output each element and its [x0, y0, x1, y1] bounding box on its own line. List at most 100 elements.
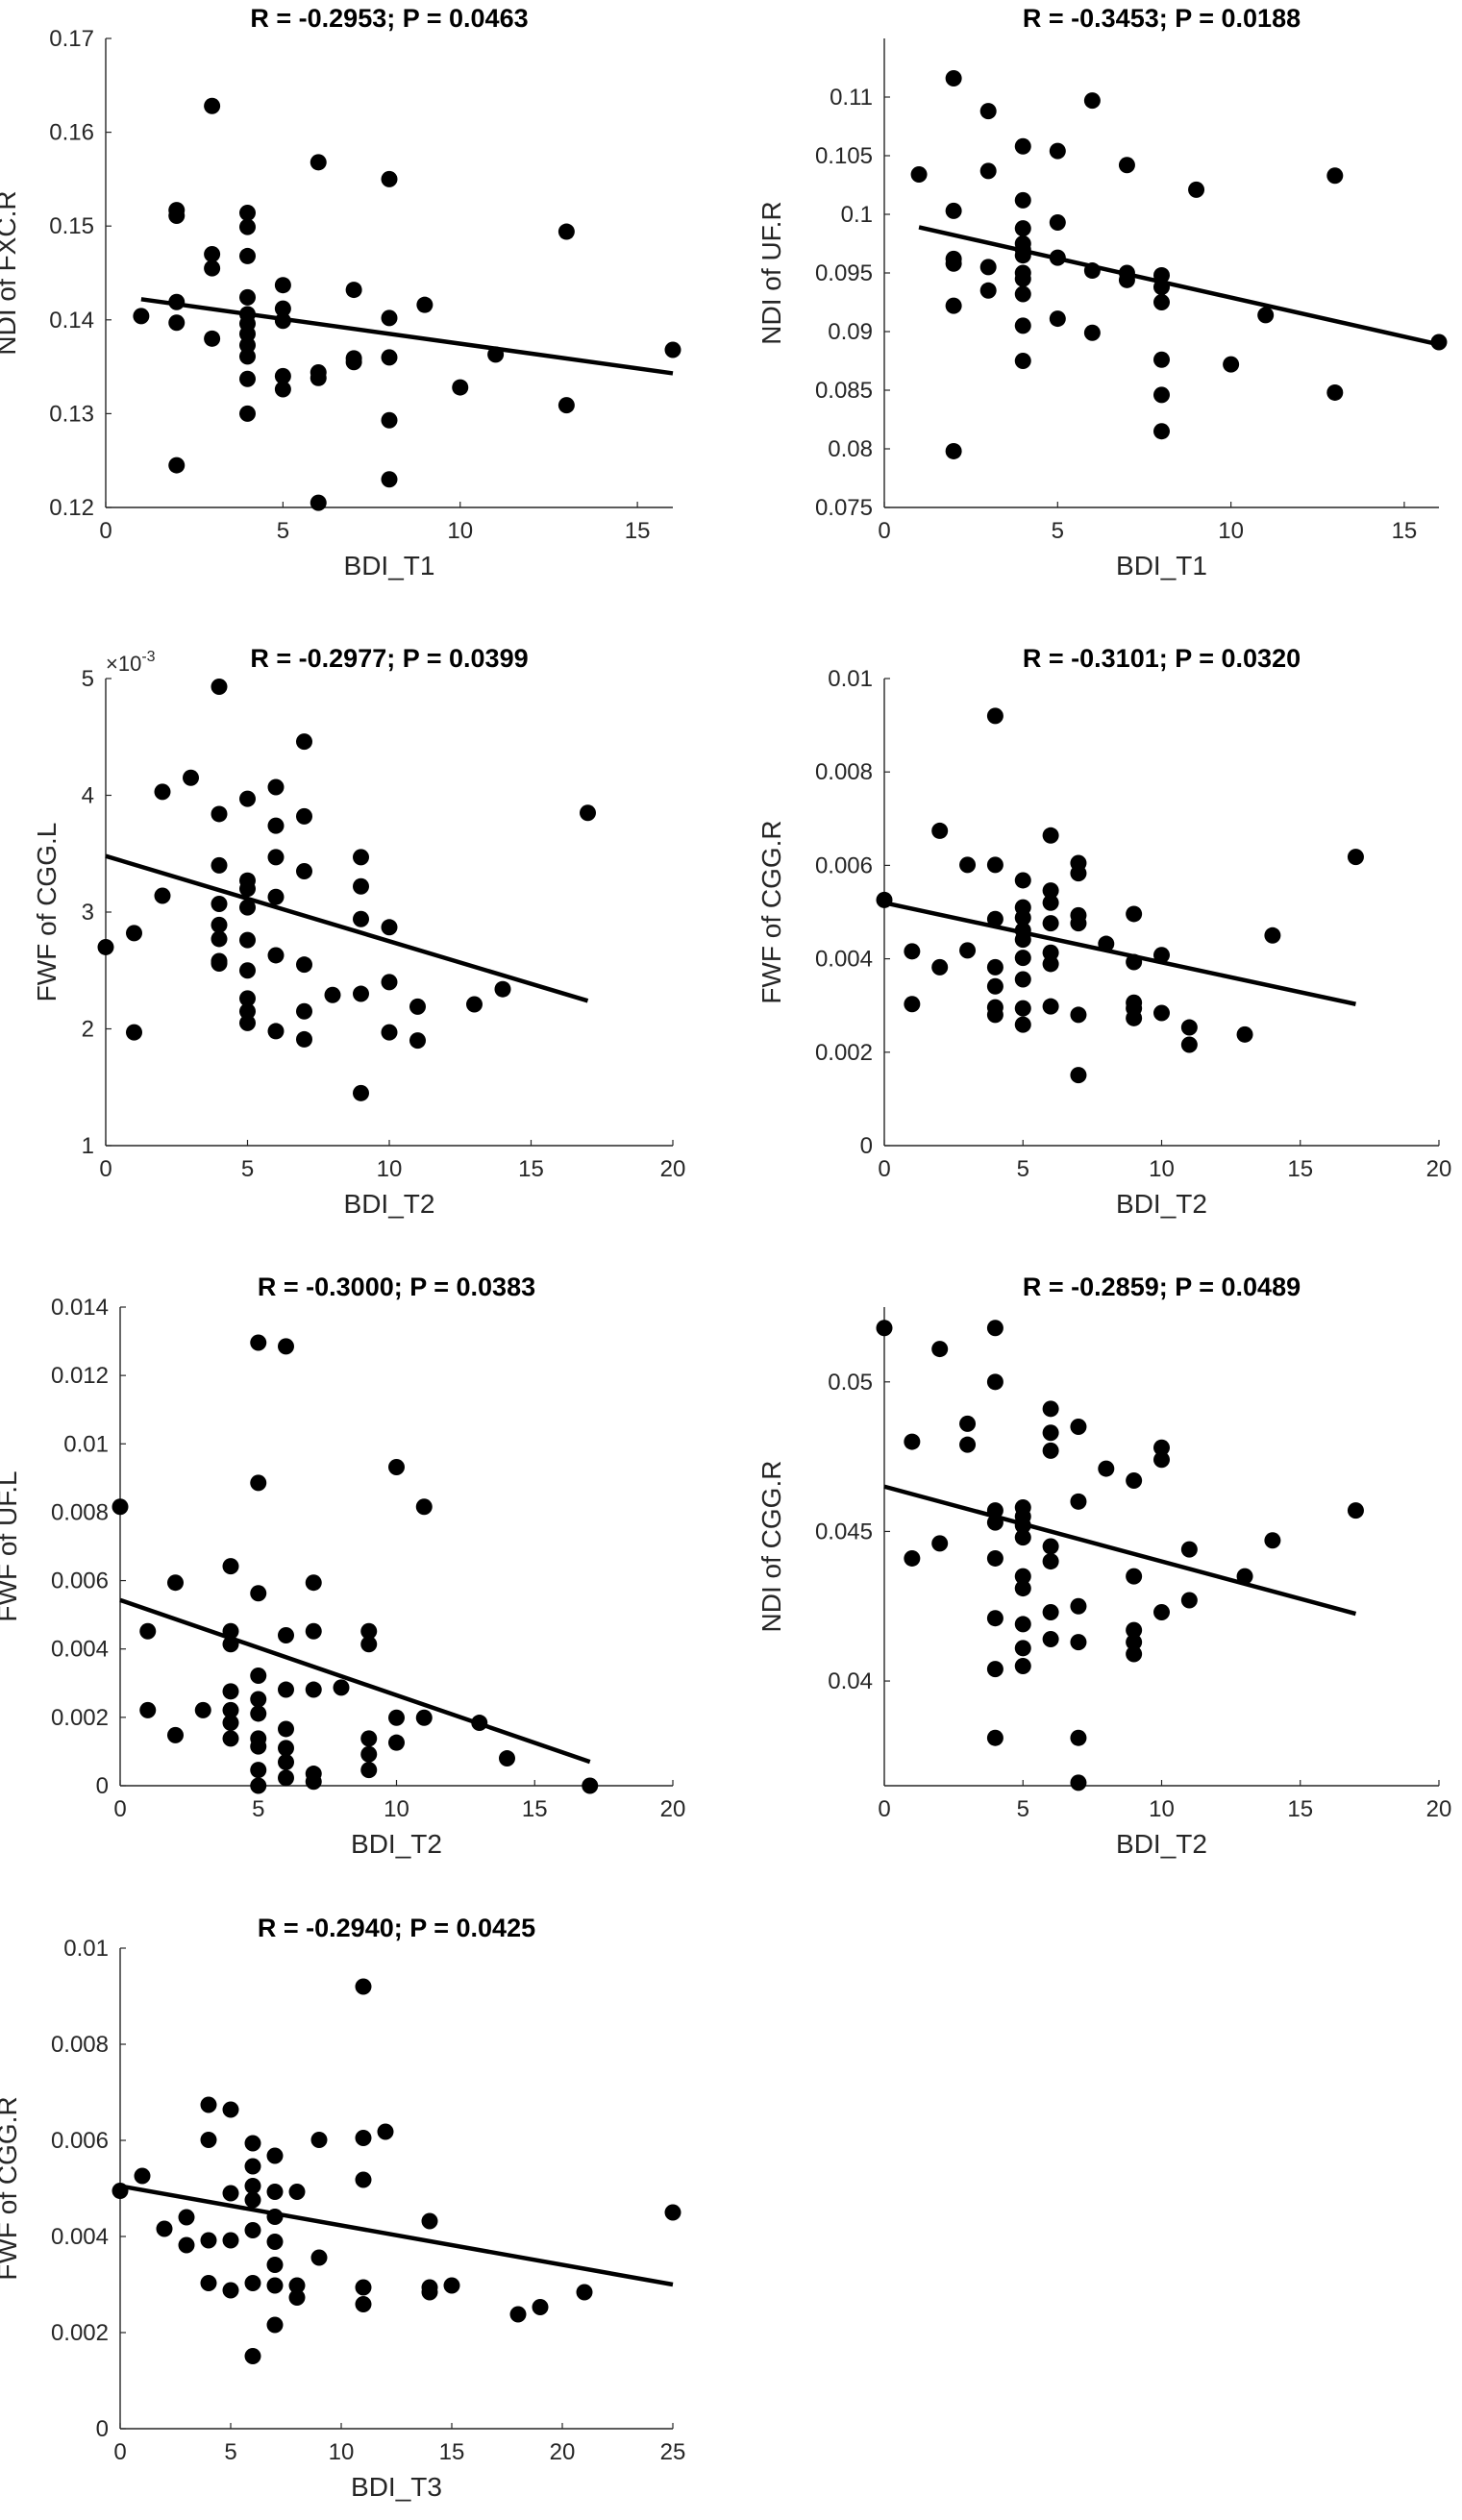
chart-5-point: [305, 1622, 322, 1640]
chart-4-point: [1014, 909, 1031, 926]
chart-6-point: [1180, 1541, 1198, 1558]
chart-7-point: [310, 2132, 328, 2148]
chart-1-point: [345, 282, 362, 299]
chart-6-point: [1070, 1634, 1087, 1651]
chart-5-y-tick-label: 0.008: [51, 1499, 109, 1525]
chart-1-point: [133, 308, 150, 325]
chart-6-point: [986, 1729, 1004, 1746]
chart-1-point: [381, 471, 398, 488]
chart-3-point: [267, 849, 285, 866]
chart-3-x-tick-label: 10: [377, 1156, 403, 1182]
chart-6-point: [931, 1535, 949, 1552]
chart-1-point: [239, 247, 256, 264]
chart-7-point: [355, 2130, 372, 2146]
chart-2-y-tick-label: 0.075: [815, 495, 873, 521]
chart-1-x-tick-label: 5: [277, 518, 289, 544]
chart-2-point: [979, 103, 997, 120]
chart-3-point: [239, 790, 256, 807]
chart-4-point: [931, 958, 949, 976]
chart-1-point: [274, 381, 291, 398]
chart-5-point: [250, 1474, 267, 1492]
chart-7-y-tick-label: 0.002: [51, 2320, 109, 2346]
chart-1-point: [204, 97, 221, 114]
chart-5-point: [333, 1679, 350, 1696]
chart-5-x-tick-label: 15: [522, 1796, 548, 1822]
chart-2-point: [1153, 386, 1170, 404]
chart-5-point: [305, 1681, 322, 1698]
chart-3-point: [353, 1084, 369, 1101]
chart-6-point: [931, 1341, 949, 1358]
chart-2-point: [1014, 191, 1031, 209]
chart-7-point: [310, 2249, 328, 2266]
chart-6-point: [1236, 1568, 1253, 1585]
chart-3-point: [239, 990, 256, 1007]
chart-7-point: [288, 2289, 306, 2306]
chart-7-point: [266, 2257, 284, 2273]
chart-3-point: [239, 880, 256, 898]
chart-7-point: [421, 2212, 438, 2230]
chart-7-x-label: BDI_T3: [351, 2472, 442, 2502]
chart-6-y-tick-label: 0.05: [828, 1370, 873, 1396]
chart-2-point: [945, 202, 962, 219]
chart-2-point: [945, 297, 962, 314]
chart-5-point: [250, 1334, 267, 1351]
chart-3-y-tick-label: 5: [82, 666, 94, 692]
chart-2-y-label: NDI of UF.R: [756, 201, 786, 344]
chart-6-point: [1264, 1532, 1281, 1549]
chart-3-point: [267, 888, 285, 905]
chart-2-point: [979, 162, 997, 180]
chart-1-point: [239, 218, 256, 235]
chart-1-title: R = -0.2953; P = 0.0463: [250, 4, 528, 33]
chart-4-point: [986, 856, 1004, 874]
chart-1-point: [239, 336, 256, 354]
chart-3-point: [409, 1032, 426, 1050]
chart-5-panel: 0 5 10 15 20 0 0.002 0.004 0.006 0.008 0.01 0.012 0.…: [0, 1272, 685, 1859]
chart-5-y-tick-label: 0.002: [51, 1705, 109, 1731]
chart-6-y-label: NDI of CGG.R: [756, 1461, 786, 1633]
chart-4-point: [986, 977, 1004, 995]
chart-4-point: [1126, 905, 1143, 923]
chart-4-point: [1042, 894, 1059, 911]
chart-1-point: [558, 397, 575, 414]
chart-5-point: [360, 1636, 378, 1653]
chart-7-point: [200, 2132, 217, 2148]
chart-3-fit-line: [105, 853, 589, 1003]
chart-6-fit-line: [883, 1484, 1357, 1617]
chart-7-point: [355, 2279, 372, 2296]
chart-5-point: [360, 1762, 378, 1779]
chart-4-point: [1042, 915, 1059, 932]
chart-5-point: [250, 1691, 267, 1708]
chart-4-point: [1180, 1019, 1198, 1036]
chart-7-point: [266, 2147, 284, 2164]
chart-6-point: [1042, 1603, 1059, 1620]
chart-1-point: [168, 457, 186, 474]
chart-7-y-label: FWF of CGG.R: [0, 2096, 22, 2280]
chart-3-point: [353, 849, 369, 866]
chart-6-x-tick-label: 15: [1287, 1796, 1313, 1822]
chart-7-title: R = -0.2940; P = 0.0425: [258, 1914, 535, 1942]
chart-7-point: [244, 2191, 261, 2209]
chart-4-point: [1042, 827, 1059, 844]
chart-3-point: [211, 856, 228, 874]
chart-7-point: [200, 2275, 217, 2291]
chart-6-x-tick-label: 20: [1426, 1796, 1452, 1822]
chart-6-point: [1153, 1439, 1170, 1456]
chart-2-point: [1014, 353, 1031, 369]
chart-1-point: [168, 207, 186, 224]
chart-6-point: [1014, 1640, 1031, 1657]
chart-3-point: [494, 980, 511, 998]
chart-5-point: [250, 1738, 267, 1755]
chart-4-point: [1070, 915, 1087, 932]
chart-6-point: [959, 1415, 977, 1432]
chart-3-point: [296, 1002, 312, 1020]
chart-6-point: [1070, 1774, 1087, 1791]
chart-7-point: [244, 2275, 261, 2291]
chart-6-point: [1014, 1616, 1031, 1633]
chart-1-point: [239, 205, 256, 222]
chart-3-point: [211, 930, 228, 948]
chart-6-point: [1126, 1568, 1143, 1585]
chart-1-point: [274, 367, 291, 384]
chart-4-point: [1153, 947, 1170, 964]
chart-2-point: [979, 259, 997, 276]
